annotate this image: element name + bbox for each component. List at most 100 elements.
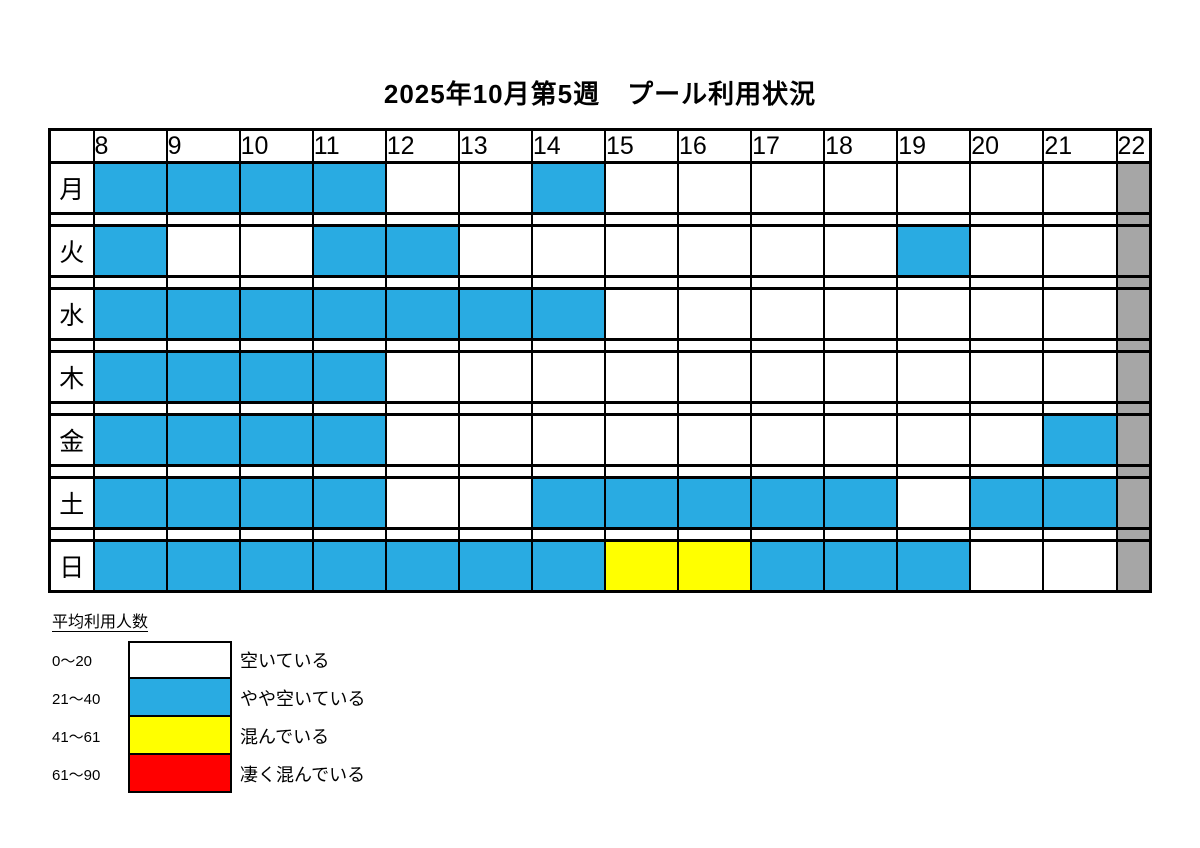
day-label-土: 土 <box>48 476 95 530</box>
spacer-cell <box>823 401 899 416</box>
usage-cell-日-20 <box>969 539 1045 593</box>
usage-cell-金-17 <box>750 413 826 467</box>
spacer-closed-cell <box>1115 338 1152 353</box>
spacer-cell <box>603 527 680 542</box>
spacer-cell <box>530 275 606 290</box>
legend-swatch-mid <box>128 717 232 755</box>
usage-cell-金-15 <box>603 413 680 467</box>
usage-cell-火-11 <box>311 224 387 278</box>
closed-cell-水 <box>1115 287 1152 341</box>
usage-cell-月-10 <box>238 161 314 215</box>
spacer-cell <box>92 464 168 479</box>
spacer-cell <box>530 464 606 479</box>
legend-swatch-high <box>128 755 232 793</box>
hour-header-10: 10 <box>238 128 314 164</box>
spacer-cell <box>311 464 387 479</box>
spacer-cell <box>311 401 387 416</box>
spacer-cell <box>457 275 533 290</box>
spacer-day-cell <box>48 275 95 290</box>
closed-cell-木 <box>1115 350 1152 404</box>
grid-corner-cell <box>48 128 95 164</box>
spacer-cell <box>92 527 168 542</box>
spacer-cell <box>603 212 680 227</box>
usage-cell-月-19 <box>896 161 972 215</box>
usage-cell-木-10 <box>238 350 314 404</box>
legend-row-low: 21〜40 やや空いている <box>52 679 365 717</box>
spacer-cell <box>823 464 899 479</box>
usage-cell-金-8 <box>92 413 168 467</box>
spacer-cell <box>384 338 460 353</box>
spacer-cell <box>603 401 680 416</box>
legend-label: 混んでいる <box>240 727 330 747</box>
usage-cell-木-11 <box>311 350 387 404</box>
spacer-cell <box>1042 401 1118 416</box>
hour-header-19: 19 <box>896 128 972 164</box>
legend-title: 平均利用人数 <box>52 614 149 631</box>
legend-row-high: 61〜90 凄く混んでいる <box>52 755 365 793</box>
usage-cell-日-14 <box>530 539 606 593</box>
usage-cell-土-21 <box>1042 476 1118 530</box>
spacer-cell <box>676 464 753 479</box>
usage-cell-火-12 <box>384 224 460 278</box>
usage-grid-container: 8 9 10 11 12 13 14 15 16 17 18 19 20 21 22 月火水木金土日 <box>48 128 1152 593</box>
spacer-cell <box>1042 464 1118 479</box>
hour-header-8: 8 <box>92 128 168 164</box>
spacer-cell <box>750 275 826 290</box>
spacer-cell <box>238 275 314 290</box>
usage-cell-水-15 <box>603 287 680 341</box>
usage-cell-月-17 <box>750 161 826 215</box>
usage-cell-月-12 <box>384 161 460 215</box>
usage-cell-火-15 <box>603 224 680 278</box>
legend-range: 41〜61 <box>52 728 101 746</box>
usage-cell-水-8 <box>92 287 168 341</box>
spacer-cell <box>311 212 387 227</box>
usage-cell-月-21 <box>1042 161 1118 215</box>
usage-cell-日-10 <box>238 539 314 593</box>
spacer-cell <box>750 212 826 227</box>
closed-cell-火 <box>1115 224 1152 278</box>
usage-cell-土-12 <box>384 476 460 530</box>
legend: 平均利用人数 0〜20 空いている 21〜40 やや空いている 41〜61 混ん… <box>52 608 365 793</box>
usage-cell-月-9 <box>165 161 241 215</box>
spacer-cell <box>823 527 899 542</box>
usage-cell-水-19 <box>896 287 972 341</box>
usage-cell-金-19 <box>896 413 972 467</box>
spacer-cell <box>311 527 387 542</box>
usage-cell-金-18 <box>823 413 899 467</box>
usage-cell-水-16 <box>676 287 753 341</box>
hour-header-17: 17 <box>750 128 826 164</box>
usage-cell-土-18 <box>823 476 899 530</box>
hour-header-9: 9 <box>165 128 241 164</box>
hour-header-13: 13 <box>457 128 533 164</box>
usage-cell-日-19 <box>896 539 972 593</box>
spacer-cell <box>1042 212 1118 227</box>
usage-cell-金-11 <box>311 413 387 467</box>
spacer-cell <box>750 338 826 353</box>
usage-cell-土-13 <box>457 476 533 530</box>
usage-cell-水-21 <box>1042 287 1118 341</box>
usage-cell-水-20 <box>969 287 1045 341</box>
usage-cell-日-8 <box>92 539 168 593</box>
spacer-cell <box>969 527 1045 542</box>
spacer-cell <box>384 275 460 290</box>
day-label-日: 日 <box>48 539 95 593</box>
spacer-closed-cell <box>1115 212 1152 227</box>
spacer-cell <box>384 212 460 227</box>
usage-cell-木-16 <box>676 350 753 404</box>
usage-cell-月-16 <box>676 161 753 215</box>
usage-cell-水-9 <box>165 287 241 341</box>
usage-cell-土-16 <box>676 476 753 530</box>
spacer-cell <box>457 464 533 479</box>
spacer-cell <box>457 338 533 353</box>
spacer-cell <box>1042 527 1118 542</box>
spacer-cell <box>750 527 826 542</box>
spacer-closed-cell <box>1115 527 1152 542</box>
closed-cell-金 <box>1115 413 1152 467</box>
usage-cell-水-11 <box>311 287 387 341</box>
hour-header-18: 18 <box>823 128 899 164</box>
usage-cell-月-20 <box>969 161 1045 215</box>
usage-cell-土-10 <box>238 476 314 530</box>
spacer-cell <box>1042 275 1118 290</box>
spacer-cell <box>896 401 972 416</box>
legend-range: 21〜40 <box>52 690 101 708</box>
